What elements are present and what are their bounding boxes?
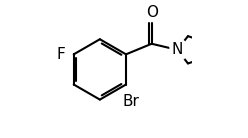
Text: F: F — [57, 47, 65, 62]
Text: O: O — [146, 5, 158, 20]
Text: Br: Br — [122, 94, 139, 109]
Text: N: N — [172, 42, 183, 57]
